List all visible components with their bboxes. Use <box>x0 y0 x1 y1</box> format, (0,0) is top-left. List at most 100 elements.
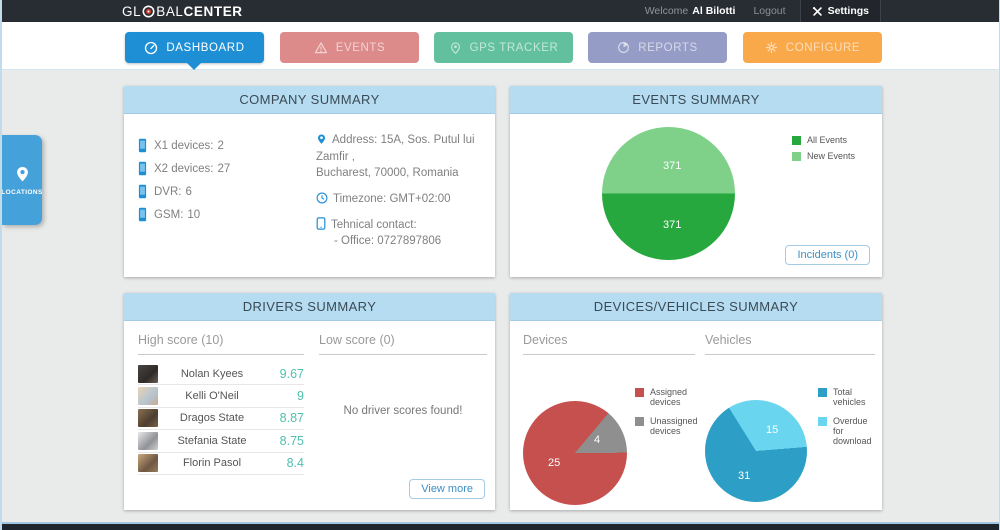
locations-side-tab[interactable]: LOCATIONS <box>2 135 42 225</box>
top-bar: GL BAL CENTER Welcome Al Bilotti Logout … <box>2 0 999 22</box>
company-timezone: Timezone: GMT+02:00 <box>316 191 484 208</box>
vehicles-legend: Total vehicles Overdue for download <box>818 387 880 455</box>
driver-name: Dragos State <box>179 412 245 425</box>
devices-legend: Assigned devices Unassigned devices <box>635 387 698 445</box>
driver-avatar <box>138 431 158 450</box>
legend-label: All Events <box>807 135 848 145</box>
high-score-column: High score (10) Nolan Kyees 9.67 Kelli O… <box>138 333 304 475</box>
driver-row[interactable]: Stefania State 8.75 <box>138 430 304 453</box>
tab-configure-label: CONFIGURE <box>785 41 861 54</box>
pie-value-unassigned: 4 <box>594 434 601 446</box>
legend-swatch <box>792 136 801 145</box>
driver-row[interactable]: Nolan Kyees 9.67 <box>138 363 304 386</box>
legend-label: Total vehicles <box>833 387 866 407</box>
device-count-row: GSM: 10 <box>138 203 230 226</box>
company-summary-panel: COMPANY SUMMARY X1 devices: 2 X2 devices… <box>124 86 495 277</box>
view-more-button[interactable]: View more <box>409 479 485 499</box>
address-line2: Bucharest, 70000, Romania <box>316 167 459 180</box>
tab-events[interactable]: EVENTS <box>280 32 419 63</box>
high-score-list: Nolan Kyees 9.67 Kelli O'Neil 9 Dragos S… <box>138 363 304 475</box>
locations-label: LOCATIONS <box>1 188 43 196</box>
legend-swatch <box>818 388 827 397</box>
events-pie-chart: 371 371 <box>602 127 735 260</box>
devices-pie-chart: 25 4 <box>523 401 627 505</box>
legend-swatch <box>792 152 801 161</box>
company-info: Address: 15A, Sos. Putul lui Zamfir , Bu… <box>316 132 484 259</box>
events-legend: All Events New Events <box>792 135 855 167</box>
contact-office: - Office: 0727897806 <box>334 235 442 248</box>
map-pin-icon <box>450 41 460 54</box>
driver-avatar <box>138 364 158 383</box>
device-count-value: 10 <box>187 208 201 221</box>
device-count-row: X2 devices: 27 <box>138 157 230 180</box>
gear-icon <box>765 42 777 53</box>
device-count-value: 27 <box>217 162 231 175</box>
driver-score: 8.4 <box>286 456 304 471</box>
legend-item-assigned-devices: Assigned devices <box>635 387 697 407</box>
driver-name: Florin Pasol <box>182 457 242 470</box>
pie-value-overdue: 15 <box>766 424 779 436</box>
driver-avatar <box>138 454 158 473</box>
events-summary-title: EVENTS SUMMARY <box>510 86 882 114</box>
devices-vehicles-title: DEVICES/VEHICLES SUMMARY <box>510 293 882 321</box>
tab-reports[interactable]: REPORTS <box>588 32 727 63</box>
legend-swatch <box>818 417 827 426</box>
bullseye-icon <box>142 5 155 17</box>
logo-text-gl: GL <box>122 3 142 19</box>
address-line1: Address: 15A, Sos. Putul lui Zamfir , <box>316 134 475 163</box>
driver-row[interactable]: Florin Pasol 8.4 <box>138 453 304 475</box>
device-count-label: X1 devices: <box>154 139 214 152</box>
low-score-header: Low score (0) <box>319 333 487 355</box>
driver-name: Kelli O'Neil <box>185 390 239 403</box>
legend-label: Assigned devices <box>650 387 688 407</box>
devices-vehicles-body: Devices Vehicles 25 4 Assigned devices U… <box>510 321 882 510</box>
events-summary-body: 371 371 All Events New Events Incidents … <box>510 114 882 277</box>
settings-button[interactable]: Settings <box>799 0 881 22</box>
mobile-phone-icon <box>316 216 326 230</box>
high-score-header: High score (10) <box>138 333 304 355</box>
tab-dashboard-label: DASHBOARD <box>166 41 245 54</box>
crossed-tools-icon <box>812 6 822 16</box>
device-count-value: 6 <box>185 185 192 198</box>
pie-chart-icon <box>618 42 630 53</box>
device-count-value: 2 <box>217 139 224 152</box>
driver-score: 9 <box>297 389 304 404</box>
drivers-summary-panel: DRIVERS SUMMARY High score (10) Nolan Ky… <box>124 293 495 510</box>
map-edge-strip <box>2 522 999 530</box>
driver-row[interactable]: Kelli O'Neil 9 <box>138 385 304 408</box>
company-summary-body: X1 devices: 2 X2 devices: 27 DVR: 6 GSM:… <box>124 114 495 277</box>
location-pin-icon <box>16 166 28 181</box>
driver-score: 8.75 <box>279 433 304 448</box>
devices-vehicles-summary-panel: DEVICES/VEHICLES SUMMARY Devices Vehicle… <box>510 293 882 510</box>
pie-value-all-events: 371 <box>663 219 682 231</box>
main-navigation: DASHBOARD EVENTS GPS TRACKER REPORTS <box>2 22 999 70</box>
gauge-icon <box>145 41 158 54</box>
tab-gps-tracker[interactable]: GPS TRACKER <box>434 32 573 63</box>
driver-name: Nolan Kyees <box>180 367 244 380</box>
driver-name: Stefania State <box>177 434 247 447</box>
active-tab-caret <box>187 63 201 70</box>
logo-text-center: CENTER <box>183 3 243 19</box>
tab-events-label: EVENTS <box>335 41 386 54</box>
pie-value-total-vehicles: 31 <box>738 470 751 482</box>
devices-section-header: Devices <box>523 333 695 355</box>
pie-value-new-events: 371 <box>663 160 682 172</box>
legend-item-unassigned-devices: Unassigned devices <box>635 416 698 436</box>
user-name: Al Bilotti <box>692 5 736 17</box>
tab-dashboard[interactable]: DASHBOARD <box>125 32 264 63</box>
tab-configure[interactable]: CONFIGURE <box>743 32 882 63</box>
device-count-row: X1 devices: 2 <box>138 134 230 157</box>
welcome-message: Welcome Al Bilotti <box>645 0 736 22</box>
events-summary-panel: EVENTS SUMMARY 371 371 All Events New Ev… <box>510 86 882 277</box>
low-score-column: Low score (0) No driver scores found! <box>319 333 487 417</box>
clock-icon <box>316 192 328 204</box>
logout-link[interactable]: Logout <box>753 5 786 17</box>
legend-swatch <box>635 388 644 397</box>
driver-avatar <box>138 409 158 428</box>
incidents-button[interactable]: Incidents (0) <box>785 245 870 265</box>
driver-row[interactable]: Dragos State 8.87 <box>138 408 304 431</box>
device-count-list: X1 devices: 2 X2 devices: 27 DVR: 6 GSM:… <box>138 134 230 226</box>
timezone-value: Timezone: GMT+02:00 <box>333 193 451 206</box>
legend-swatch <box>635 417 644 426</box>
